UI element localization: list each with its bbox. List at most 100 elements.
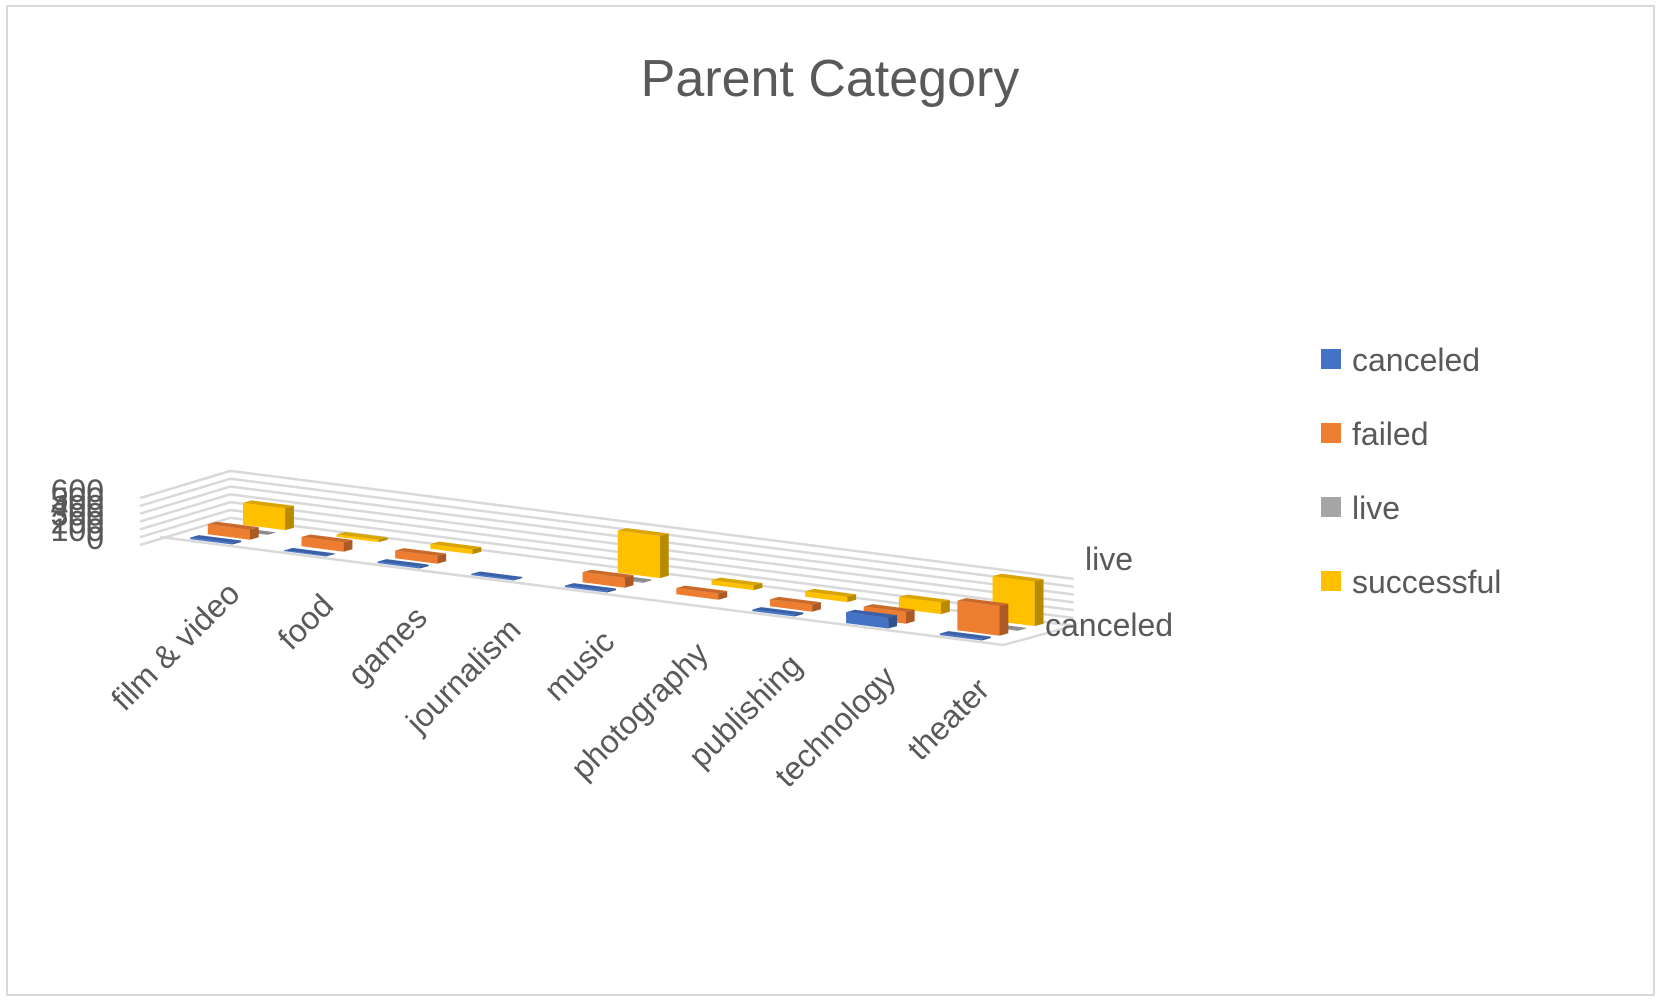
- bar-canceled: [939, 631, 991, 641]
- bar-side-face: [905, 609, 915, 624]
- legend-swatch: [1321, 423, 1341, 443]
- bar-top-face: [242, 500, 294, 509]
- bar-side-face: [437, 553, 447, 564]
- bar-top-face: [805, 588, 857, 597]
- bar-front-face: [769, 599, 813, 612]
- legend-label: canceled: [1352, 342, 1480, 378]
- side-gridline: [139, 485, 231, 515]
- bar-successful: [242, 500, 294, 531]
- bar-canceled: [846, 609, 898, 629]
- side-gridline: [139, 477, 231, 508]
- bar-top-face: [471, 571, 523, 580]
- bar-front-face: [676, 588, 719, 600]
- depth-axis: live canceled: [1045, 541, 1173, 643]
- x-tick-label: music: [537, 623, 622, 708]
- bar-side-face: [847, 594, 857, 603]
- bar-canceled: [190, 535, 242, 545]
- legend-label: successful: [1352, 564, 1501, 600]
- bar-side-face: [888, 615, 898, 629]
- bar-front-face: [336, 534, 379, 543]
- side-gridline: [139, 500, 231, 531]
- bar-successful: [805, 588, 857, 603]
- bar-canceled: [564, 583, 616, 593]
- x-tick-label: games: [341, 599, 434, 692]
- y-tick-label: 400: [51, 489, 104, 525]
- bar-top-face: [190, 535, 242, 543]
- bar-top-face: [992, 573, 1044, 582]
- bar-failed: [301, 534, 353, 552]
- bar-side-face: [1017, 627, 1026, 631]
- chart-floor: [159, 535, 1075, 647]
- bar-side-face: [326, 553, 335, 557]
- side-gridline: [139, 493, 231, 523]
- bar-failed: [676, 585, 728, 600]
- bar-top-face: [711, 577, 763, 586]
- bar-failed: [582, 569, 634, 588]
- bar-side-face: [941, 599, 950, 615]
- bar-side-face: [812, 602, 821, 612]
- bar-top-face: [863, 604, 915, 612]
- bar-front-face: [957, 600, 1000, 636]
- bar-side-face: [249, 527, 259, 540]
- bar-top-face: [582, 569, 634, 578]
- bar-front-face: [846, 612, 889, 629]
- bar-canceled: [377, 559, 429, 569]
- bar-top-face: [617, 528, 669, 536]
- x-tick-label: theater: [900, 671, 996, 767]
- bar-top-face: [957, 598, 1009, 606]
- bar-front-face: [207, 524, 250, 540]
- bar-side-face: [981, 636, 991, 641]
- bar-top-face: [769, 596, 821, 605]
- floor-front-edge: [159, 535, 1004, 647]
- bar-successful: [430, 541, 482, 555]
- bar-front-face: [752, 609, 795, 617]
- bar-side-face: [343, 539, 353, 552]
- bar-top-face: [898, 594, 950, 603]
- bar-front-face: [430, 544, 473, 555]
- bar-front-face: [617, 530, 660, 579]
- side-gridline: [139, 508, 231, 539]
- bar-failed: [395, 548, 447, 564]
- bar-top-face: [430, 541, 482, 550]
- y-tick-label: 300: [51, 497, 104, 533]
- bar-top-face: [564, 583, 616, 591]
- bar-side-face: [1034, 579, 1044, 627]
- bar-front-face: [301, 536, 344, 552]
- bar-top-face: [283, 547, 335, 556]
- bar-front-face: [805, 591, 848, 603]
- bar-side-face: [753, 583, 763, 591]
- bar-side-face: [794, 612, 804, 617]
- bar-top-face: [395, 548, 447, 556]
- bar-side-face: [419, 564, 429, 569]
- bar-successful: [711, 577, 763, 591]
- side-gridline: [139, 469, 231, 500]
- bar-side-face: [624, 575, 634, 588]
- depth-tick-label: live: [1085, 541, 1133, 577]
- bar-side-face: [607, 588, 616, 593]
- legend: canceled failed live successful: [1321, 342, 1501, 600]
- bar-canceled: [283, 547, 335, 557]
- y-tick-label: 0: [86, 520, 104, 556]
- bar-top-face: [846, 609, 898, 618]
- bar-front-face: [190, 537, 233, 545]
- bar-side-face: [472, 547, 482, 555]
- bar-front-face: [242, 502, 286, 531]
- legend-item: live: [1321, 490, 1400, 526]
- legend-item: failed: [1321, 416, 1429, 452]
- bar-top-face: [336, 531, 388, 540]
- legend-swatch: [1321, 497, 1341, 517]
- x-tick-label: film & video: [104, 575, 246, 717]
- bar-side-face: [642, 579, 652, 583]
- bar-top-face: [752, 607, 804, 615]
- back-gridline: [230, 469, 1074, 581]
- bar-side-face: [718, 591, 728, 600]
- bar-top-face: [207, 521, 259, 530]
- bar-side-face: [378, 537, 388, 543]
- chart-title: Parent Category: [641, 50, 1020, 108]
- bar-side-face: [513, 576, 523, 581]
- bar-side-face: [232, 540, 242, 545]
- bar-front-face: [939, 633, 982, 641]
- legend-swatch: [1321, 571, 1341, 591]
- bar-side-face: [285, 505, 294, 531]
